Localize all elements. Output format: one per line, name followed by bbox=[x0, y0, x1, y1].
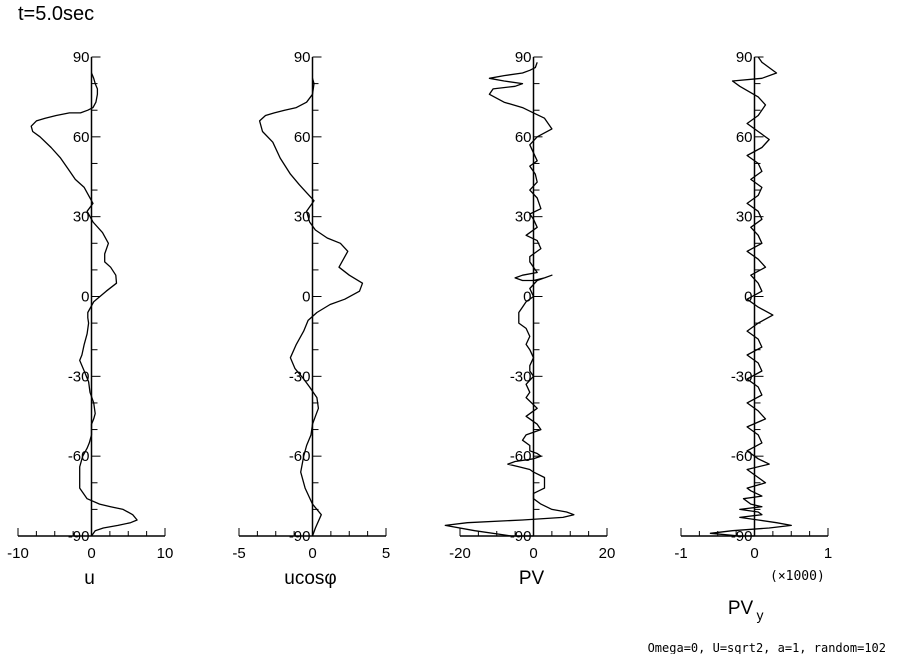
time-label: t=5.0sec bbox=[18, 3, 94, 25]
y-tick-label: 90 bbox=[294, 49, 311, 66]
x-axis-label: ucosφ bbox=[284, 568, 336, 589]
y-tick-label: 30 bbox=[294, 209, 311, 226]
x-tick-label: -10 bbox=[7, 545, 29, 562]
y-tick-label: 90 bbox=[736, 49, 753, 66]
x-tick-label: 0 bbox=[87, 545, 95, 562]
x-tick-label: -20 bbox=[449, 545, 471, 562]
y-tick-label: 0 bbox=[523, 289, 531, 306]
x-tick-label: 0 bbox=[308, 545, 316, 562]
y-tick-label: 60 bbox=[73, 129, 90, 146]
y-tick-label: -90 bbox=[289, 528, 311, 545]
y-tick-label: 0 bbox=[81, 289, 89, 306]
y-tick-label: 0 bbox=[302, 289, 310, 306]
x-tick-label: 0 bbox=[529, 545, 537, 562]
y-tick-label: 90 bbox=[73, 49, 90, 66]
series-line bbox=[30, 72, 138, 537]
y-tick-label: -60 bbox=[289, 448, 311, 465]
y-tick-label: 90 bbox=[515, 49, 532, 66]
x-tick-label: -5 bbox=[232, 545, 245, 562]
series-line bbox=[258, 78, 364, 537]
y-tick-label: -30 bbox=[68, 368, 90, 385]
x-tick-label: 0 bbox=[750, 545, 758, 562]
y-tick-label: 60 bbox=[515, 129, 532, 146]
x-axis-label-subscript: y bbox=[757, 607, 764, 623]
y-tick-label: 60 bbox=[736, 129, 753, 146]
x-tick-label: 1 bbox=[824, 545, 832, 562]
y-tick-label: -30 bbox=[510, 368, 532, 385]
x-tick-label: 20 bbox=[599, 545, 616, 562]
y-tick-label: -30 bbox=[731, 368, 753, 385]
y-tick-label: -90 bbox=[68, 528, 90, 545]
series-line bbox=[444, 62, 575, 537]
x-axis-label: PV bbox=[728, 598, 754, 619]
x-axis-label: u bbox=[84, 568, 95, 589]
scale-multiplier: (×1000) bbox=[770, 569, 825, 584]
y-tick-label: -60 bbox=[731, 448, 753, 465]
x-tick-label: 5 bbox=[382, 545, 390, 562]
y-tick-label: 60 bbox=[294, 129, 311, 146]
x-tick-label: 10 bbox=[157, 545, 174, 562]
y-tick-label: 30 bbox=[515, 209, 532, 226]
y-tick-label: 30 bbox=[736, 209, 753, 226]
x-tick-label: -1 bbox=[674, 545, 687, 562]
series-line bbox=[709, 56, 792, 537]
y-tick-label: 30 bbox=[73, 209, 90, 226]
x-axis-label: PV bbox=[519, 568, 545, 589]
parameter-footnote: Omega=0, U=sqrt2, a=1, random=102 bbox=[648, 641, 886, 654]
y-tick-label: 0 bbox=[744, 289, 752, 306]
